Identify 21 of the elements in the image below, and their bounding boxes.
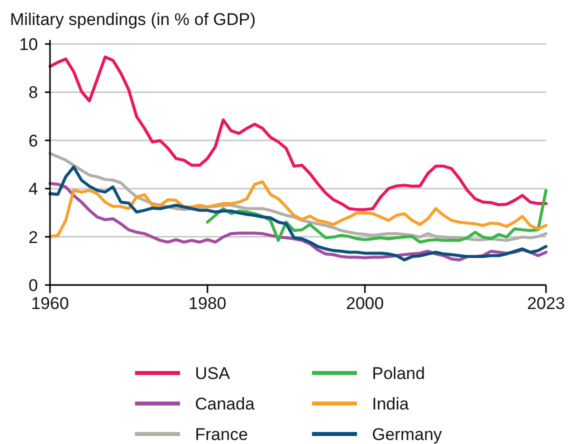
y-tick-label: 10: [19, 34, 38, 54]
line-series: [48, 56, 548, 212]
x-tick-label: 2000: [346, 294, 384, 313]
line-series: [48, 180, 548, 238]
y-tick-label: 6: [28, 131, 38, 150]
chart-title: Military spendings (in % of GDP): [10, 10, 256, 29]
line-series: [48, 165, 548, 262]
y-tick-label: 4: [28, 180, 38, 199]
legend-label: France: [195, 424, 248, 444]
y-tick-label: 2: [28, 228, 38, 247]
legend-label: Canada: [195, 394, 256, 414]
legend-label: Poland: [372, 364, 425, 383]
y-tick-label: 0: [28, 276, 38, 295]
line-series: [206, 188, 548, 244]
x-tick-label: 1980: [188, 294, 226, 313]
y-tick-label: 8: [28, 83, 38, 102]
x-tick-label: 2023: [527, 294, 565, 313]
x-tick-label: 1960: [31, 294, 69, 313]
legend-label: Germany: [372, 424, 442, 444]
legend-label: USA: [195, 364, 231, 383]
legend-label: India: [372, 394, 410, 414]
